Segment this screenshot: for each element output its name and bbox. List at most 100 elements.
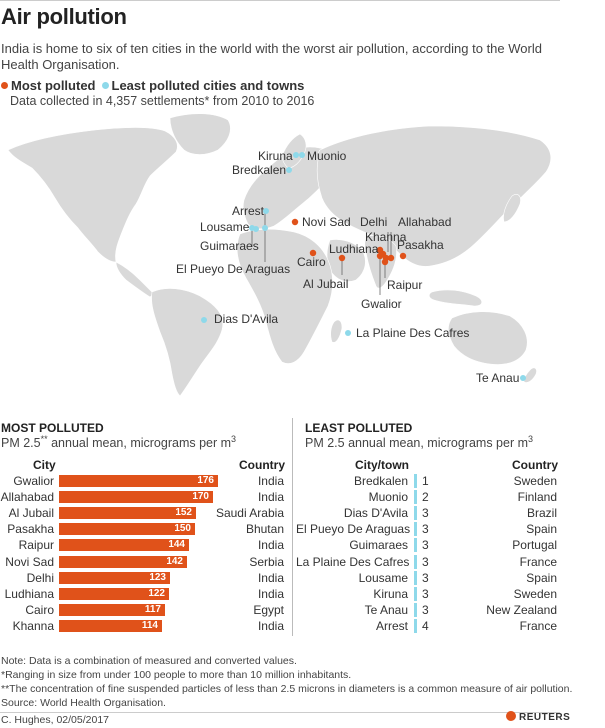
least-city-label: Dias D'Avila — [343, 506, 408, 520]
least-city-label: El Pueyo De Araguas — [296, 522, 411, 536]
marker-guimaraes — [253, 226, 259, 232]
marker-cairo — [309, 249, 317, 257]
least-country-label: France — [519, 619, 557, 633]
least-value-label: 1 — [422, 474, 429, 488]
map-legend: Most polluted Least polluted cities and t… — [1, 78, 304, 93]
least-value-bar — [414, 506, 417, 520]
marker-gwalior — [376, 252, 384, 260]
most-city-label: Khanna — [12, 619, 54, 633]
most-city-label: Gwalior — [13, 474, 54, 488]
most-polluted-dot-icon — [1, 82, 8, 89]
land-madagascar — [330, 319, 343, 343]
label-al-jubail: Al Jubail — [303, 277, 348, 291]
land-south-america — [151, 288, 224, 397]
least-value-bar — [414, 490, 417, 504]
least-value-label: 3 — [422, 603, 429, 617]
label-pasakha: Pasakha — [397, 238, 444, 252]
least-value-label: 3 — [422, 587, 429, 601]
most-bar: 170 — [59, 491, 213, 503]
least-polluted-dot-icon — [101, 82, 109, 89]
land-new-zealand — [523, 367, 537, 383]
reuters-logo-icon — [506, 711, 516, 721]
bottom-rule — [0, 712, 560, 713]
land-australia — [448, 311, 528, 365]
most-polluted-subtitle: PM 2.5** annual mean, micrograms per m3 — [1, 434, 236, 450]
marker-el-pueyo — [262, 225, 268, 231]
most-col-city: City — [33, 458, 56, 472]
marker-muonio — [299, 152, 305, 158]
label-khanna: Khanna — [365, 230, 407, 244]
land-central-america — [115, 261, 155, 298]
land-africa — [236, 228, 333, 364]
least-value-label: 4 — [422, 619, 429, 633]
source-note: Source: World Health Organisation. — [1, 697, 166, 709]
most-city-label: Ludhiana — [4, 587, 54, 601]
marker-arrest — [263, 208, 269, 214]
least-col-country: Country — [512, 458, 558, 472]
land-indonesia — [428, 289, 483, 307]
most-bar: 114 — [59, 620, 162, 632]
page-title: Air pollution — [1, 4, 127, 29]
label-bredkalen: Bredkalen — [232, 163, 286, 177]
least-city-label: Kiruna — [373, 587, 408, 601]
footnote-1: Note: Data is a combination of measured … — [1, 655, 297, 667]
most-city-label: Raipur — [18, 538, 54, 552]
most-country-label: Serbia — [249, 555, 284, 569]
least-value-bar — [414, 571, 417, 585]
label-te-anau: Te Anau — [476, 371, 519, 385]
most-bar: 122 — [59, 588, 169, 600]
most-city-label: Al Jubail — [8, 506, 54, 520]
marker-kiruna — [293, 152, 299, 158]
marker-la-plaine — [345, 330, 351, 336]
label-ludhiana: Ludhiana — [329, 242, 379, 256]
land-greenland — [169, 113, 231, 155]
legend-least-label: Least polluted cities and towns — [111, 78, 305, 93]
most-col-country: Country — [239, 458, 285, 472]
leader-lines — [251, 213, 392, 295]
footnote-2: *Ranging in size from under 100 people t… — [1, 669, 352, 681]
most-bar: 117 — [59, 604, 165, 616]
least-value-label: 3 — [422, 538, 429, 552]
most-bar: 123 — [59, 572, 170, 584]
most-country-label: Egypt — [253, 603, 284, 617]
reuters-logo: REUTERS — [506, 711, 570, 723]
least-value-label: 3 — [422, 571, 429, 585]
least-city-label: Arrest — [375, 619, 408, 633]
most-country-label: India — [257, 571, 284, 585]
marker-te-anau — [520, 375, 526, 381]
least-sub-exp: 3 — [528, 434, 534, 444]
label-la-plaine: La Plaine Des Cafres — [356, 326, 469, 340]
least-sub-main: PM 2.5 annual mean, micrograms per m — [305, 436, 529, 451]
most-country-label: India — [257, 538, 284, 552]
label-raipur: Raipur — [387, 278, 422, 292]
marker-pasakha — [399, 252, 407, 260]
most-city-label: Novi Sad — [5, 555, 54, 569]
world-map: Kiruna Muonio Bredkalen Arrest Lousame G… — [7, 113, 552, 397]
least-country-label: Sweden — [513, 587, 557, 601]
least-city-label: Guimaraes — [349, 538, 408, 552]
label-cairo: Cairo — [297, 255, 326, 269]
most-bar: 144 — [59, 539, 189, 551]
least-city-label: Lousame — [358, 571, 408, 585]
least-col-city: City/town — [355, 458, 409, 472]
most-country-label: India — [257, 587, 284, 601]
most-sub-rest: annual mean, micrograms per m — [47, 436, 232, 451]
most-country-label: India — [257, 490, 284, 504]
label-arrest: Arrest — [232, 204, 265, 218]
least-value-bar — [414, 619, 417, 633]
footnote-3: **The concentration of fine suspended pa… — [1, 683, 573, 695]
most-sub-main: PM 2.5 — [1, 436, 41, 451]
least-polluted-title: LEAST POLLUTED — [305, 421, 413, 435]
land-asia — [316, 125, 552, 267]
most-country-label: India — [257, 474, 284, 488]
land-north-america — [7, 127, 178, 263]
least-city-label: Muonio — [368, 490, 408, 504]
least-country-label: New Zealand — [486, 603, 557, 617]
label-muonio: Muonio — [307, 149, 347, 163]
least-country-label: France — [519, 555, 557, 569]
most-polluted-title: MOST POLLUTED — [1, 421, 104, 435]
most-bar: 142 — [59, 556, 187, 568]
least-value-bar — [414, 474, 417, 488]
marker-bredkalen — [286, 167, 292, 173]
least-value-label: 3 — [422, 522, 429, 536]
